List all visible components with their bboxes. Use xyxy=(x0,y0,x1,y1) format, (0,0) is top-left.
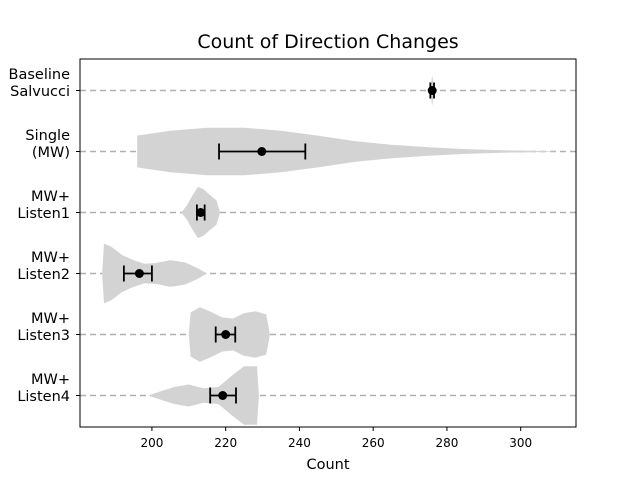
violin-body xyxy=(102,243,208,304)
y-category-label: Salvucci xyxy=(10,84,70,100)
mean-point xyxy=(221,330,231,339)
mean-point xyxy=(134,269,144,278)
mean-markers xyxy=(122,82,437,404)
x-tick-label: 300 xyxy=(509,436,532,450)
mean-point xyxy=(257,147,267,156)
y-category-label: MW+ xyxy=(31,250,70,266)
chart-title: Count of Direction Changes xyxy=(197,31,458,53)
violin-body xyxy=(148,366,259,425)
x-tick-label: 260 xyxy=(362,436,385,450)
x-tick-label: 200 xyxy=(140,436,163,450)
x-tick-label: 240 xyxy=(288,436,311,450)
y-axis-categories: BaselineSalvucciSingle(MW)MW+Listen1MW+L… xyxy=(9,67,80,405)
y-category-label: MW+ xyxy=(31,372,70,388)
y-category-label: MW+ xyxy=(31,311,70,327)
violins xyxy=(102,75,558,425)
y-category-label: Single xyxy=(25,128,70,144)
y-category-label: MW+ xyxy=(31,189,70,205)
y-category-label: Listen4 xyxy=(17,389,70,405)
mean-point xyxy=(196,208,206,217)
y-category-label: Baseline xyxy=(9,67,71,83)
x-axis-ticks: 200 220 240 260 280 300 xyxy=(140,427,532,450)
plot-frame xyxy=(79,58,577,428)
violin-body xyxy=(137,127,558,176)
x-tick-label: 220 xyxy=(214,436,237,450)
y-category-label: Listen2 xyxy=(17,267,70,283)
x-axis-label: Count xyxy=(306,457,349,473)
y-category-label: (MW) xyxy=(32,145,70,161)
mean-point xyxy=(218,391,228,400)
x-tick-label: 280 xyxy=(435,436,458,450)
y-category-label: Listen3 xyxy=(17,328,70,344)
mean-point xyxy=(427,86,437,95)
y-category-label: Listen1 xyxy=(17,206,70,222)
